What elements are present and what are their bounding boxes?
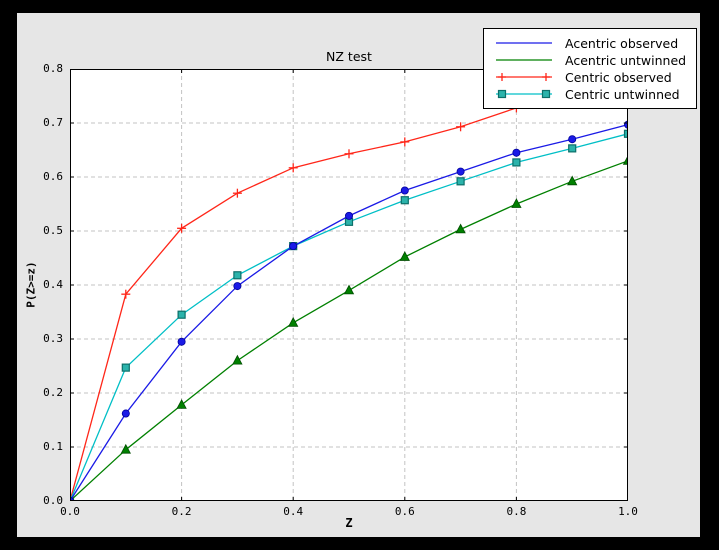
y-tick-label: 0.3: [43, 332, 63, 345]
legend-label-acentric-observed: Acentric observed: [565, 35, 679, 51]
y-axis-label: P(Z>=z): [24, 261, 38, 308]
marker-triangle: [567, 175, 578, 186]
legend-sample-acentric-observed: [496, 42, 552, 44]
legend: Acentric observed Acentric untwinned Centr…: [483, 28, 698, 109]
marker-circle: [289, 242, 298, 251]
x-tick-label: 0.8: [506, 505, 527, 518]
marker-triangle: [120, 443, 131, 454]
x-tick-label: 0.0: [60, 505, 80, 518]
marker-triangle: [511, 198, 522, 208]
marker-square: [512, 158, 521, 167]
x-tick-label: 0.6: [394, 505, 415, 518]
legend-label-centric-observed: Centric observed: [565, 69, 672, 85]
marker-circle: [177, 337, 186, 346]
marker-square: [233, 271, 242, 280]
legend-row-centric-untwinned: Centric untwinned: [493, 86, 686, 102]
marker-triangle: [343, 284, 355, 295]
plot-area: [70, 69, 628, 501]
y-tick-label: 0.0: [43, 494, 63, 507]
marker-square: [400, 196, 409, 205]
legend-sample-acentric-untwinned: [496, 59, 552, 61]
marker-triangle: [288, 316, 299, 327]
marker-square: [623, 129, 628, 138]
marker-square: [121, 363, 130, 372]
series-line-acentric-observed: [70, 123, 628, 501]
y-tick-label: 0.6: [43, 170, 63, 183]
y-tick-label: 0.4: [43, 278, 63, 291]
chart-title: NZ test: [326, 49, 372, 64]
x-axis-label: Z: [345, 516, 353, 530]
legend-label-centric-untwinned: Centric untwinned: [565, 86, 680, 102]
marker-square: [568, 144, 577, 153]
y-tick-label: 0.5: [43, 224, 63, 237]
marker-circle: [400, 186, 409, 195]
marker-triangle: [232, 354, 243, 365]
marker-circle: [456, 167, 465, 176]
series-line-centric-untwinned: [70, 133, 628, 501]
marker-circle: [512, 148, 521, 157]
y-tick-label: 0.8: [43, 62, 63, 75]
marker-square: [456, 177, 465, 186]
marker-triangle: [399, 251, 410, 261]
legend-sample-centric-observed: [496, 73, 552, 81]
y-tick-label: 0.7: [43, 116, 63, 129]
marker-circle: [233, 282, 242, 291]
marker-triangle: [455, 223, 466, 234]
legend-row-acentric-observed: Acentric observed: [493, 35, 686, 51]
figure-area: NZ test 0.0 0.1 0.2 0.3 0.4 0.5 0.6 0.7 0.8 0.0 0…: [17, 13, 700, 537]
plot-frame: [70, 69, 628, 501]
chart-plot-svg: [70, 69, 628, 501]
series-line-acentric-untwinned: [70, 160, 628, 501]
y-tick-label: 0.1: [43, 440, 63, 453]
marker-triangle: [622, 154, 628, 165]
legend-sample-centric-untwinned: [496, 89, 552, 99]
y-tick-label: 0.2: [43, 386, 63, 399]
marker-square: [177, 310, 186, 319]
x-tick-label: 1.0: [618, 505, 638, 518]
x-tick-label: 0.4: [283, 505, 304, 518]
marker-circle: [121, 409, 130, 418]
legend-label-acentric-untwinned: Acentric untwinned: [565, 52, 687, 68]
marker-circle: [344, 211, 353, 220]
x-tick-label: 0.2: [171, 505, 192, 518]
marker-triangle: [176, 399, 187, 409]
legend-row-acentric-untwinned: Acentric untwinned: [493, 52, 686, 68]
legend-row-centric-observed: Centric observed: [493, 69, 686, 85]
marker-circle: [568, 135, 577, 144]
